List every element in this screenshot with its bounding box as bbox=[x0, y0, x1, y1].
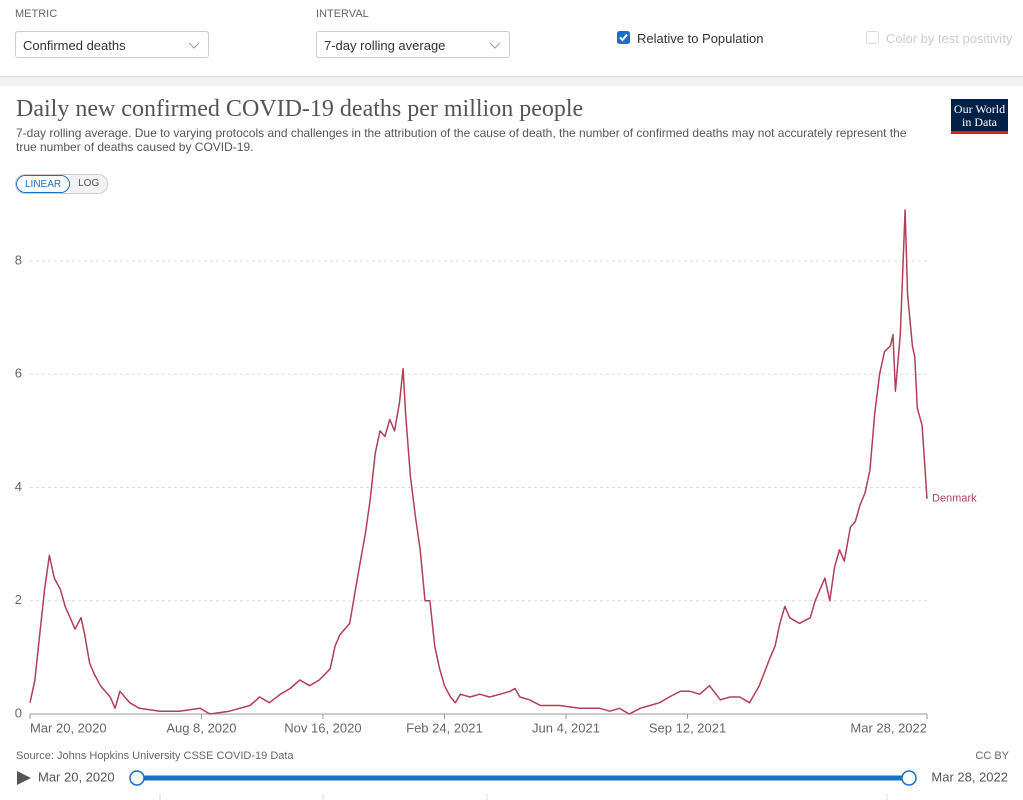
x-tick-label: Sep 12, 2021 bbox=[649, 720, 726, 735]
chart-card bbox=[0, 86, 1023, 800]
metric-dropdown[interactable]: Confirmed deaths bbox=[15, 31, 209, 58]
positivity-checkbox[interactable] bbox=[866, 31, 879, 44]
chart-subtitle: 7-day rolling average. Due to varying pr… bbox=[16, 126, 907, 154]
source: Source: Johns Hopkins University CSSE CO… bbox=[16, 750, 294, 762]
x-tick-label: Mar 28, 2022 bbox=[850, 720, 927, 735]
metric-label: METRIC bbox=[15, 8, 58, 20]
positivity-label: Color by test positivity bbox=[886, 31, 1013, 46]
series-label: Denmark bbox=[932, 493, 977, 505]
play-button[interactable] bbox=[17, 771, 31, 785]
logo-line: Our World bbox=[953, 102, 1006, 116]
x-tick-label: Mar 20, 2020 bbox=[30, 720, 107, 735]
timeline-handle[interactable] bbox=[901, 770, 917, 786]
interval-value: 7-day rolling average bbox=[324, 38, 446, 53]
chevron bbox=[188, 42, 200, 49]
interval-label: INTERVAL bbox=[316, 8, 369, 20]
scale-button[interactable]: LOG bbox=[70, 175, 108, 193]
x-tick-label: Jun 4, 2021 bbox=[532, 720, 600, 735]
data-line bbox=[29, 209, 928, 715]
y-tick-label: 4 bbox=[15, 479, 22, 494]
x-tick-label: Feb 24, 2021 bbox=[406, 720, 483, 735]
chart-title: Daily new confirmed COVID-19 deaths per … bbox=[16, 96, 584, 122]
scale-toggle: LINEAR LOG bbox=[15, 174, 109, 194]
relative-checkbox[interactable] bbox=[617, 31, 630, 44]
scale-button[interactable]: LINEAR bbox=[16, 175, 71, 193]
logo-line: in Data bbox=[962, 115, 997, 129]
timeline-end: Mar 28, 2022 bbox=[931, 769, 1008, 784]
y-tick-label: 8 bbox=[15, 252, 22, 267]
license: CC BY bbox=[975, 750, 1009, 762]
x-tick-label: Nov 16, 2020 bbox=[284, 720, 361, 735]
chevron bbox=[489, 42, 501, 49]
x-tick-label: Aug 8, 2020 bbox=[166, 720, 236, 735]
metric-value: Confirmed deaths bbox=[23, 38, 126, 53]
logo[interactable]: Our World in Data bbox=[951, 99, 1008, 134]
controls-bar: METRIC Confirmed deaths INTERVAL 7-day r… bbox=[0, 0, 1023, 77]
timeline-handle[interactable] bbox=[129, 770, 145, 786]
relative-label: Relative to Population bbox=[637, 31, 764, 46]
y-tick-label: 0 bbox=[15, 705, 22, 720]
timeline-start: Mar 20, 2020 bbox=[38, 769, 115, 784]
y-tick-label: 2 bbox=[15, 592, 22, 607]
y-tick-label: 6 bbox=[15, 366, 22, 381]
interval-dropdown[interactable]: 7-day rolling average bbox=[316, 31, 510, 58]
